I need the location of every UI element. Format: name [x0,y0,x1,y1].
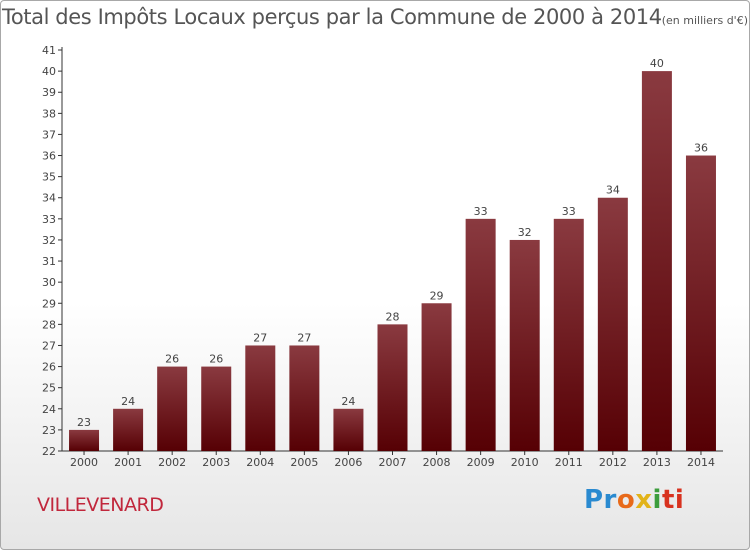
y-tick-label: 34 [42,192,56,205]
chart-bars [69,71,716,452]
x-tick-label: 2000 [70,456,98,469]
x-tick-label: 2008 [423,456,451,469]
value-label: 33 [562,205,576,218]
value-label: 36 [694,142,708,155]
commune-name: VILLEVENARD [37,494,164,516]
y-tick-label: 39 [42,86,56,99]
bar-2001 [113,408,144,451]
logo-part-3: x [635,485,653,515]
x-tick-label: 2004 [246,456,274,469]
logo-part-4: i [652,485,662,515]
bar-2004 [245,345,276,451]
logo-part-2: o [616,485,636,515]
bar-2012 [597,197,628,451]
bar-2011 [553,218,584,451]
y-tick-label: 25 [42,382,56,395]
x-tick-label: 2007 [379,456,407,469]
value-label: 29 [430,289,444,302]
bar-2009 [465,218,496,451]
y-tick-label: 23 [42,424,56,437]
chart-title: Total des Impôts Locaux perçus par la Co… [1,5,749,29]
value-label: 24 [341,395,355,408]
chart-title-text: Total des Impôts Locaux perçus par la Co… [1,5,662,29]
y-tick-label: 24 [42,403,56,416]
bar-2000 [69,429,100,451]
y-tick-label: 33 [42,213,56,226]
value-label: 33 [474,205,488,218]
bar-2013 [641,71,672,452]
y-tick-label: 37 [42,128,56,141]
proxiti-logo: Proxiti [584,485,684,515]
value-label: 28 [386,310,400,323]
y-tick-label: 36 [42,150,56,163]
bar-2006 [333,408,364,451]
x-tick-label: 2002 [158,456,186,469]
y-tick-label: 35 [42,171,56,184]
value-label: 27 [297,331,311,344]
value-label: 32 [518,226,532,239]
chart-value-labels: 23 24 26 26 27 27 24 28 29 33 32 33 34 40 36 [77,57,708,429]
value-label: 24 [121,395,135,408]
y-tick-label: 28 [42,318,56,331]
y-tick-label: 38 [42,107,56,120]
logo-part-5: ti [661,485,685,515]
bar-2008 [421,303,452,451]
y-tick-label: 41 [42,44,56,57]
bar-2014 [685,155,716,452]
chart-unit-text: (en milliers d'€) [661,14,748,27]
x-tick-label: 2010 [511,456,539,469]
value-label: 27 [253,331,267,344]
y-tick-label: 27 [42,339,56,352]
x-tick-label: 2012 [599,456,627,469]
y-tick-label: 31 [42,255,56,268]
y-tick-label: 26 [42,361,56,374]
bar-2003 [201,366,232,451]
value-label: 26 [165,353,179,366]
x-tick-label: 2005 [290,456,318,469]
y-tick-label: 29 [42,297,56,310]
y-tick-label: 30 [42,276,56,289]
x-tick-label: 2003 [202,456,230,469]
logo-part-1: Pr [584,485,617,515]
bar-2005 [289,345,320,451]
chart-axes: 22 23 24 25 26 27 28 29 30 31 32 33 34 35 36 37 38 39 40 41… [42,44,723,469]
bar-2007 [377,324,408,451]
y-tick-label: 22 [42,445,56,458]
bar-2010 [509,239,540,451]
value-label: 26 [209,353,223,366]
value-label: 23 [77,416,91,429]
x-tick-label: 2006 [334,456,362,469]
y-tick-label: 32 [42,234,56,247]
x-tick-label: 2013 [643,456,671,469]
value-label: 40 [650,57,664,70]
x-tick-label: 2011 [555,456,583,469]
bar-2002 [157,366,188,451]
value-label: 34 [606,184,620,197]
y-tick-label: 40 [42,65,56,78]
x-tick-label: 2014 [687,456,715,469]
x-tick-label: 2009 [467,456,495,469]
x-tick-label: 2001 [114,456,142,469]
